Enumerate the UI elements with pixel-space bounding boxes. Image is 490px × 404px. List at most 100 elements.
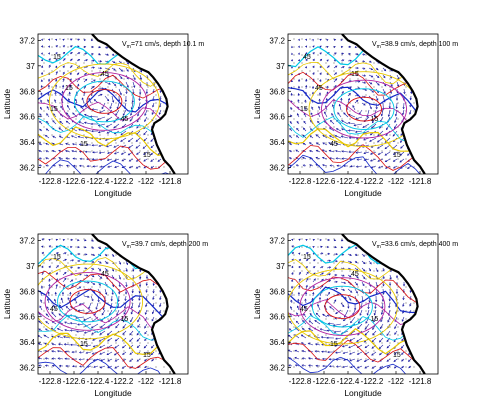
arrow-head bbox=[389, 277, 392, 280]
grid-dot bbox=[59, 86, 61, 88]
arrow-head bbox=[341, 90, 344, 94]
grid-dot bbox=[51, 318, 53, 320]
arrow-head bbox=[322, 134, 325, 138]
grid-dot bbox=[155, 94, 157, 96]
arrow-head bbox=[395, 291, 399, 295]
arrow-head bbox=[289, 121, 292, 124]
velocity-arrow bbox=[337, 112, 342, 118]
grid-dot bbox=[91, 142, 93, 144]
arrow-head bbox=[98, 339, 102, 342]
velocity-arrow bbox=[336, 157, 342, 160]
velocity-arrow bbox=[93, 344, 99, 348]
grid-dot bbox=[115, 142, 117, 144]
grid-dot bbox=[75, 118, 77, 120]
grid-dot bbox=[293, 334, 295, 336]
grid-dot bbox=[397, 134, 399, 136]
arrow-head bbox=[64, 350, 67, 353]
grid-dot bbox=[365, 54, 367, 56]
arrow-head bbox=[386, 359, 389, 362]
arrow-head bbox=[69, 329, 73, 332]
arrow-head bbox=[113, 83, 117, 86]
grid-dot bbox=[397, 350, 399, 352]
grid-dot bbox=[301, 54, 303, 56]
velocity-arrow bbox=[111, 67, 116, 71]
arrow-head bbox=[159, 304, 162, 308]
grid-dot bbox=[317, 270, 319, 272]
arrow-head bbox=[144, 326, 147, 329]
velocity-arrow bbox=[122, 116, 127, 122]
velocity-arrow bbox=[347, 295, 352, 301]
grid-dot bbox=[83, 334, 85, 336]
velocity-arrow bbox=[372, 330, 377, 336]
grid-dot bbox=[91, 350, 93, 352]
velocity-arrow bbox=[64, 329, 71, 332]
arrow-head bbox=[334, 52, 337, 55]
arrow-head bbox=[60, 105, 63, 108]
grid-dot bbox=[309, 294, 311, 296]
velocity-arrow bbox=[386, 330, 391, 336]
velocity-arrow bbox=[129, 158, 134, 162]
arrow-head bbox=[363, 74, 367, 77]
velocity-arrow bbox=[136, 151, 141, 155]
velocity-arrow bbox=[52, 358, 57, 360]
contour-ring bbox=[86, 89, 123, 114]
arrow-head bbox=[302, 320, 305, 323]
arrow-head bbox=[91, 267, 95, 270]
velocity-arrow bbox=[135, 137, 141, 142]
arrow-head bbox=[309, 135, 312, 138]
arrow-head bbox=[126, 262, 129, 266]
velocity-arrow bbox=[107, 158, 113, 161]
velocity-arrow bbox=[125, 281, 127, 287]
arrow-head bbox=[321, 266, 324, 269]
arrow-head bbox=[124, 99, 128, 103]
arrow-head bbox=[335, 311, 338, 315]
grid-dot bbox=[365, 254, 367, 256]
grid-dot bbox=[333, 310, 335, 312]
arrow-head bbox=[139, 276, 142, 280]
velocity-arrow bbox=[129, 116, 134, 122]
contour-label: 45 bbox=[101, 71, 109, 78]
velocity-arrow bbox=[354, 99, 359, 104]
grid-dot bbox=[147, 358, 149, 360]
arrow-head bbox=[83, 331, 87, 334]
panel-annotation: Vm=38.9 cm/s, depth 100 m bbox=[372, 41, 458, 50]
arrow-head bbox=[409, 304, 412, 307]
arrow-head bbox=[99, 366, 103, 369]
grid-dot bbox=[293, 286, 295, 288]
arrow-head bbox=[136, 152, 139, 155]
grid-dot bbox=[333, 318, 335, 320]
grid-dot bbox=[91, 366, 93, 368]
grid-dot bbox=[365, 134, 367, 136]
grid-dot bbox=[43, 54, 45, 56]
grid-dot bbox=[83, 54, 85, 56]
grid-dot bbox=[381, 342, 383, 344]
arrow-head bbox=[143, 159, 146, 162]
grid-dot bbox=[333, 118, 335, 120]
grid-dot bbox=[43, 142, 45, 144]
arrow-head bbox=[393, 126, 397, 129]
grid-dot bbox=[373, 134, 375, 136]
grid-dot bbox=[349, 166, 351, 168]
velocity-arrow bbox=[130, 316, 134, 322]
arrow-head bbox=[375, 107, 378, 110]
x-tick-label: -122 bbox=[138, 177, 155, 186]
arrow-head bbox=[87, 295, 90, 298]
arrow-head bbox=[327, 238, 331, 242]
velocity-arrow bbox=[99, 351, 106, 355]
grid-dot bbox=[67, 366, 69, 368]
y-tick-label: 37.2 bbox=[19, 36, 35, 45]
arrow-head bbox=[59, 304, 62, 307]
velocity-arrow bbox=[114, 344, 120, 349]
grid-dot bbox=[83, 294, 85, 296]
arrow-head bbox=[290, 114, 293, 117]
arrow-head bbox=[92, 151, 95, 154]
velocity-arrow bbox=[85, 344, 92, 347]
grid-dot bbox=[293, 318, 295, 320]
grid-dot bbox=[147, 334, 149, 336]
arrow-head bbox=[105, 46, 109, 49]
velocity-arrow bbox=[99, 330, 106, 335]
velocity-arrow bbox=[138, 102, 141, 109]
grid-dot bbox=[341, 118, 343, 120]
velocity-arrow bbox=[145, 309, 148, 315]
grid-dot bbox=[317, 118, 319, 120]
